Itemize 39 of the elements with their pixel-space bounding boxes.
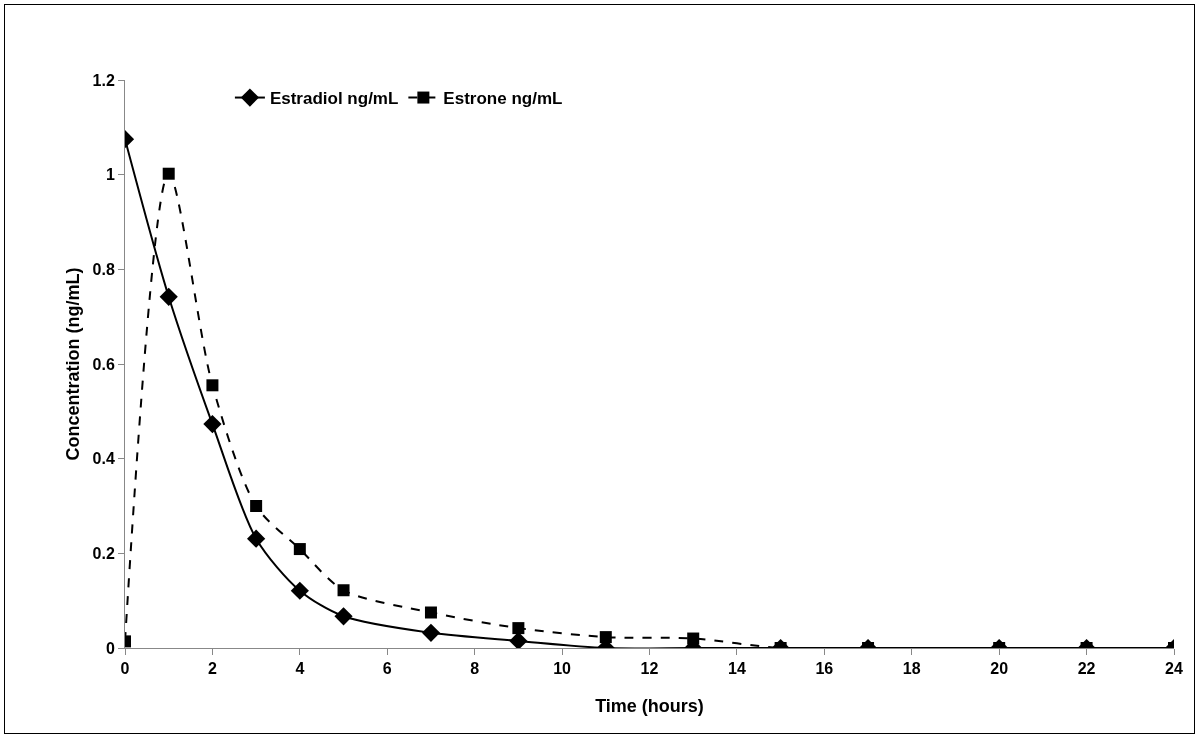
x-tick-label: 4 <box>295 660 305 678</box>
y-tick-label: 1 <box>105 166 115 184</box>
point <box>247 529 266 548</box>
point <box>337 584 350 597</box>
point <box>206 379 219 392</box>
x-tick-label: 18 <box>902 660 921 678</box>
x-tick-label: 16 <box>815 660 834 678</box>
y-tick-label: 0.2 <box>92 544 115 562</box>
x-axis-title: Time (hours) <box>595 696 704 716</box>
x-tick-label: 0 <box>120 660 130 678</box>
point <box>512 622 525 635</box>
legend-label: Estrone ng/mL <box>443 89 563 109</box>
x-tick-label: 2 <box>207 660 217 678</box>
x-tick-label: 24 <box>1165 660 1183 678</box>
x-tick-label: 20 <box>990 660 1009 678</box>
point <box>599 631 612 644</box>
x-tick-label: 14 <box>728 660 746 678</box>
point <box>687 632 700 645</box>
point <box>293 543 306 556</box>
y-tick-label: 1.2 <box>92 71 115 89</box>
y-axis-title: Concentration (ng/mL) <box>63 267 83 461</box>
point <box>290 581 309 600</box>
point <box>250 500 263 512</box>
point <box>162 167 175 180</box>
y-tick-label: 0.4 <box>92 450 115 468</box>
point <box>334 607 353 626</box>
point <box>421 623 441 642</box>
x-tick-label: 22 <box>1077 660 1096 678</box>
x-tick-label: 10 <box>553 660 572 678</box>
legend-label: Estradiol ng/mL <box>269 89 399 109</box>
point <box>424 606 437 619</box>
point <box>159 287 178 306</box>
y-tick-label: 0.6 <box>92 355 115 373</box>
x-tick-label: 12 <box>640 660 659 678</box>
y-tick-label: 0.8 <box>92 260 115 278</box>
y-tick-label: 0 <box>105 639 115 657</box>
x-tick-label: 6 <box>382 660 392 678</box>
x-tick-label: 8 <box>470 660 480 678</box>
point <box>203 415 222 434</box>
